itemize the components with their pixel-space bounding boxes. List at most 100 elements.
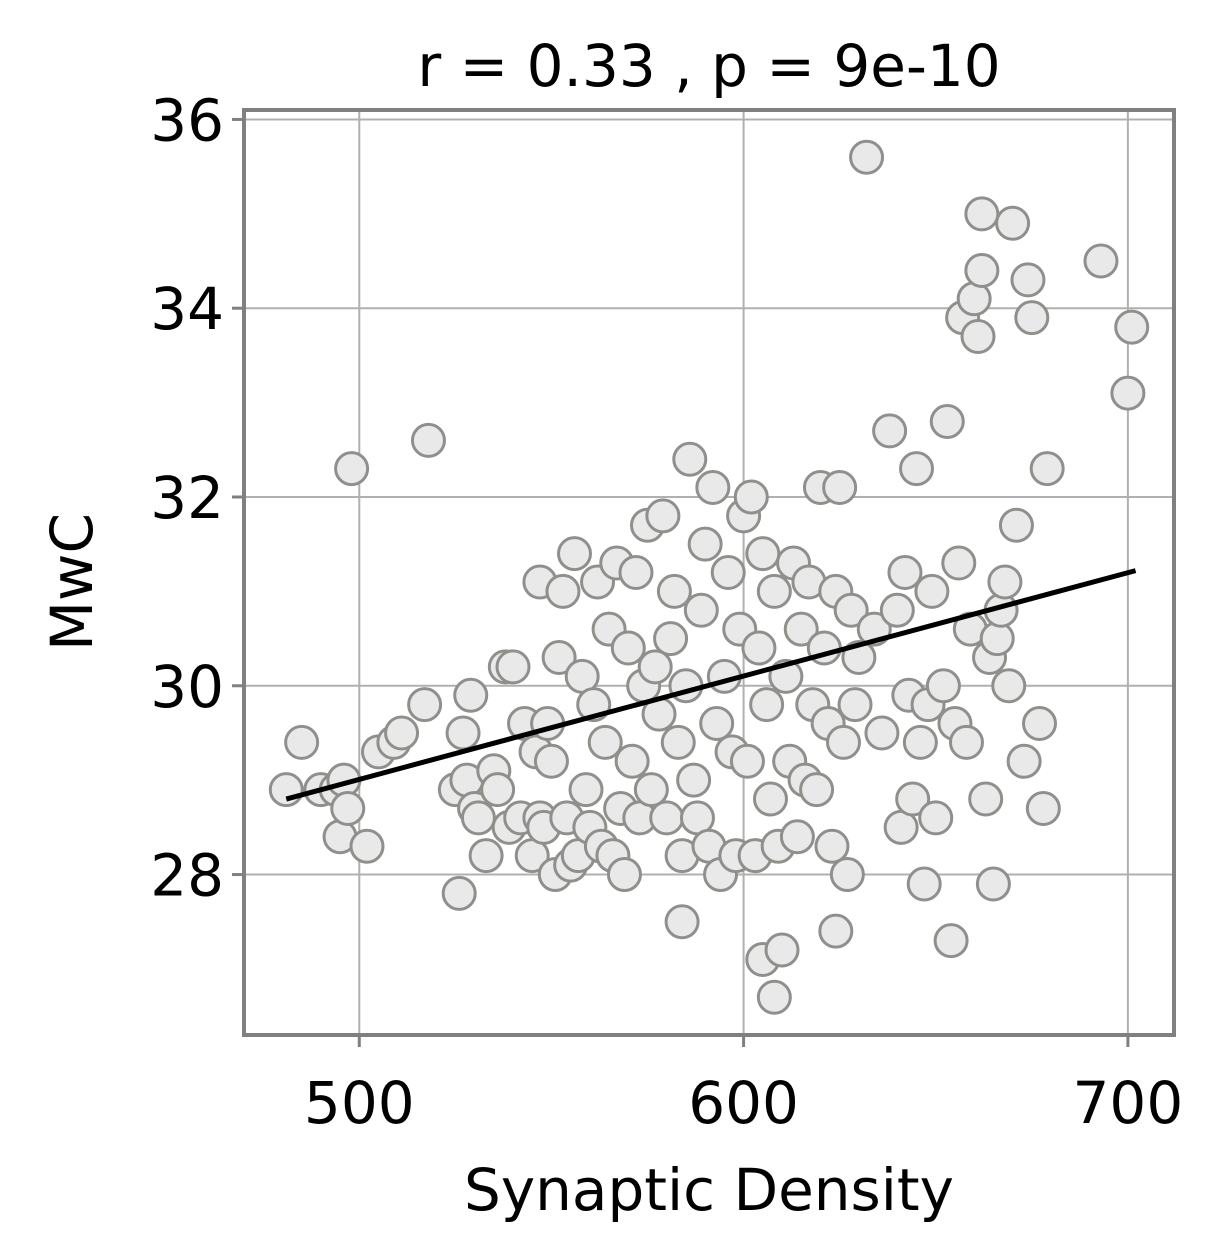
y-tick-label: 36 [150, 86, 224, 154]
data-point [407, 687, 443, 723]
data-point [1025, 790, 1061, 826]
data-point [645, 498, 681, 534]
data-point [895, 781, 931, 817]
data-point [1110, 375, 1146, 411]
data-point [752, 781, 788, 817]
data-point [649, 800, 685, 836]
data-point [991, 668, 1027, 704]
grid [244, 110, 1174, 1035]
data-point [545, 573, 581, 609]
data-point [906, 866, 942, 902]
data-point [653, 621, 689, 657]
data-point [533, 743, 569, 779]
data-point [914, 573, 950, 609]
data-point [384, 715, 420, 751]
data-point [695, 470, 731, 506]
data-point [849, 139, 885, 175]
x-tick-label: 600 [688, 1069, 799, 1137]
data-point [495, 649, 531, 685]
data-point [568, 772, 604, 808]
data-point [960, 319, 996, 355]
data-point [1006, 743, 1042, 779]
data-point [745, 536, 781, 572]
data-point [330, 790, 366, 826]
data-point [1114, 309, 1150, 345]
data-point [1029, 451, 1065, 487]
data-point [964, 252, 1000, 288]
data-point [445, 715, 481, 751]
data-point [829, 857, 865, 893]
data-point [814, 828, 850, 864]
regression-line [285, 568, 1137, 802]
x-axis-label: Synaptic Density [464, 1156, 954, 1224]
data-point [710, 555, 746, 590]
y-tick-label: 34 [150, 275, 224, 343]
data-point [864, 715, 900, 751]
data-point [741, 630, 777, 666]
data-point [1083, 243, 1119, 279]
data-point [610, 630, 646, 666]
data-point [618, 555, 654, 590]
data-point [968, 781, 1004, 817]
data-point [672, 441, 708, 477]
data-point [749, 687, 785, 723]
data-point [822, 470, 858, 506]
data-point [687, 526, 723, 562]
data-point [948, 724, 984, 760]
data-point [933, 923, 969, 959]
data-point [887, 555, 923, 590]
chart-title: r = 0.33 , p = 9e-10 [417, 32, 1000, 100]
data-point [987, 564, 1023, 600]
plot-frame [242, 108, 1176, 1037]
data-point [733, 479, 769, 515]
y-axis-label: MwC [38, 513, 106, 651]
data-point [587, 724, 623, 760]
data-point [979, 621, 1015, 657]
data-point [756, 979, 792, 1015]
data-point [799, 772, 835, 808]
data-points [268, 139, 1150, 1015]
data-point [614, 743, 650, 779]
data-point [779, 819, 815, 855]
data-point [818, 913, 854, 949]
data-point [664, 904, 700, 940]
data-point [637, 649, 673, 685]
data-point [676, 762, 712, 798]
data-point [837, 687, 873, 723]
data-point [756, 573, 792, 609]
x-tick-label: 700 [1073, 1069, 1184, 1137]
data-point [902, 724, 938, 760]
data-point [453, 677, 489, 713]
data-point [268, 772, 304, 808]
data-point [468, 838, 504, 874]
data-point [349, 828, 385, 864]
data-point [441, 875, 477, 911]
data-point [925, 668, 961, 704]
data-point [833, 592, 869, 628]
axis-ticks: 500 600 700 28 30 32 34 36 [150, 86, 1183, 1137]
data-point [656, 573, 692, 609]
y-tick-label: 32 [150, 464, 224, 532]
data-point [334, 451, 370, 487]
data-point [995, 205, 1031, 241]
data-point [480, 772, 516, 808]
data-point [899, 451, 935, 487]
data-point [460, 800, 496, 836]
data-point [872, 413, 908, 449]
data-point [1010, 262, 1046, 298]
data-point [1021, 706, 1057, 742]
data-point [606, 857, 642, 893]
data-point [699, 706, 735, 742]
data-point [284, 724, 320, 760]
fit-line-group [285, 568, 1137, 802]
data-point [879, 592, 915, 628]
data-point [660, 724, 696, 760]
data-point [964, 196, 1000, 232]
data-point [918, 800, 954, 836]
data-point [556, 536, 592, 572]
data-point [541, 639, 577, 675]
data-point [975, 866, 1011, 902]
y-tick-label: 28 [150, 842, 224, 910]
data-point [633, 772, 669, 808]
